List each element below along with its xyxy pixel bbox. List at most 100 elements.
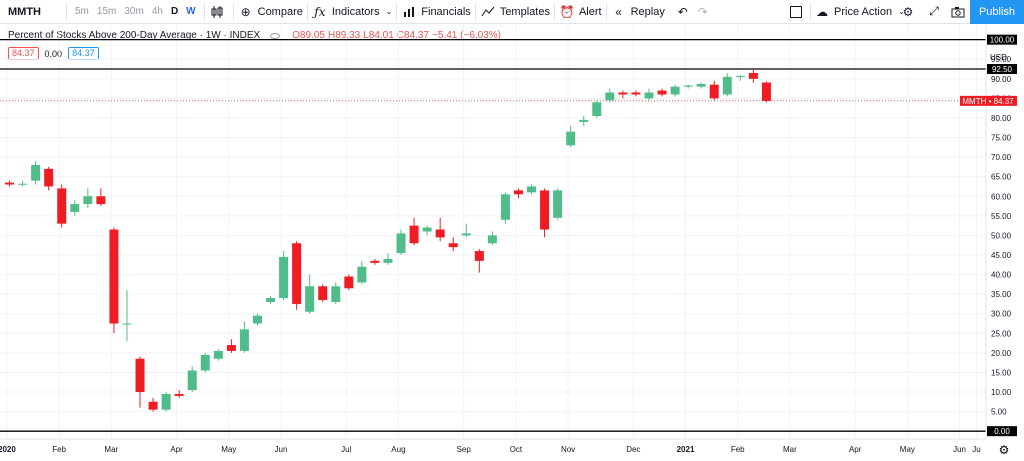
alarm-clock-icon: ⏰ (559, 4, 575, 19)
candle-body (70, 204, 80, 212)
candle-body (448, 243, 458, 248)
expand-button[interactable]: ⤢ (926, 0, 946, 24)
x-tick-label: Nov (561, 445, 575, 454)
settings-button[interactable]: ⚙ (900, 0, 920, 24)
level-price-tag (987, 426, 1017, 437)
replay-button[interactable]: « Replay (611, 0, 665, 24)
gear-icon[interactable]: ⚙ (999, 443, 1010, 457)
snapshot-button[interactable] (950, 0, 970, 24)
candle-body (409, 225, 419, 244)
candle-body (252, 315, 262, 324)
indicators-button[interactable]: ƒx Indicators ⌄ (312, 0, 392, 24)
interval-5m[interactable]: 5m (75, 6, 89, 17)
level-price-label: 92.50 (992, 65, 1013, 74)
y-tick-label: 60.00 (991, 192, 1012, 201)
candle-body (748, 72, 758, 79)
symbol-search[interactable]: MMTH (8, 5, 41, 18)
candle-body (513, 190, 523, 195)
candle-body (435, 229, 445, 238)
candle-body (109, 229, 119, 324)
grid-lines (0, 24, 986, 439)
candle-body (383, 258, 393, 263)
candle-body (18, 183, 28, 185)
x-tick-label: Ju (972, 445, 980, 454)
candle-body (96, 196, 106, 205)
divider (66, 3, 67, 20)
indicators-label: Indicators (331, 5, 380, 18)
candle-body (135, 358, 145, 393)
compare-button[interactable]: ⊕ Compare (238, 0, 303, 24)
y-tick-label: 35.00 (991, 290, 1012, 299)
divider (810, 4, 811, 20)
candle-body (709, 84, 719, 99)
x-tick-label: Oct (510, 445, 523, 454)
candle-body (174, 393, 184, 396)
plus-circle-icon: ⊕ (240, 4, 251, 19)
level-price-tag (987, 64, 1017, 75)
candle-body (487, 235, 497, 244)
candle-body (631, 92, 641, 95)
redo-button[interactable]: ↷ (695, 0, 715, 24)
divider (605, 3, 607, 20)
fullscreen-toggle-button[interactable] (790, 0, 802, 24)
divider (474, 3, 476, 20)
candle-body (83, 196, 93, 205)
interval-30m[interactable]: 30m (124, 6, 144, 17)
candle-body (331, 286, 341, 302)
candle-body (5, 182, 15, 185)
price-axis[interactable]: 0.00 5.00 10.00 15.00 20.00 25.00 30.00 35.00 40… (991, 36, 1016, 437)
interval-4h[interactable]: 4h (151, 6, 163, 17)
templates-button[interactable]: Templates (480, 0, 550, 24)
undo-button[interactable]: ↶ (675, 0, 695, 24)
candle-body (657, 90, 667, 95)
bar-style-button[interactable] (209, 0, 229, 24)
ohlc-change: −5.41 (−6.03%) (432, 30, 501, 41)
x-tick-label: Apr (849, 445, 862, 454)
candle-body (292, 243, 302, 304)
y-tick-label: 55.00 (991, 212, 1012, 221)
candle-body (500, 194, 510, 220)
ohlc-open: O89.05 (292, 30, 325, 41)
series-title: Percent of Stocks Above 200-Day Average … (8, 30, 261, 41)
financials-button[interactable]: Financials (401, 0, 471, 24)
candle-body (266, 298, 276, 302)
x-tick-label: Mar (783, 445, 797, 454)
candle-body (683, 85, 693, 87)
bar-chart-icon (401, 4, 417, 20)
x-tick-label: Mar (104, 445, 118, 454)
last-price-tag (960, 95, 1017, 106)
candle-body (187, 370, 197, 391)
candle-body (161, 393, 171, 410)
alert-button[interactable]: ⏰ Alert (559, 0, 601, 24)
y-tick-label: 45.00 (991, 251, 1012, 260)
financials-label: Financials (421, 5, 471, 18)
function-icon: ƒx (314, 4, 326, 19)
y-tick-label: 70.00 (991, 153, 1012, 162)
y-tick-label: 90.00 (991, 75, 1012, 84)
last-price-label: MMTH • 84.37 (962, 97, 1014, 106)
y-tick-label: 30.00 (991, 310, 1012, 319)
compare-label: Compare (257, 5, 303, 18)
divider (232, 3, 234, 20)
ohlc-low: L84.01 (363, 30, 394, 41)
visibility-eye-icon[interactable] (270, 32, 281, 39)
x-tick-label: Feb (52, 445, 66, 454)
candle-body (540, 190, 550, 230)
time-axis[interactable]: 2020 Feb Mar Apr May Jun Jul Aug Sep Oct Nov Dec 202… (0, 445, 981, 454)
price-action-button[interactable]: ☁ Price Action ⌄ (814, 0, 905, 24)
rewind-icon: « (615, 4, 622, 19)
interval-d[interactable]: D (170, 6, 179, 17)
candle-body (461, 233, 471, 236)
chart-legend: Percent of Stocks Above 200-Day Average … (8, 30, 501, 41)
publish-button[interactable]: Publish (970, 0, 1024, 24)
horizontal-lines (0, 39, 986, 432)
candle-body (553, 190, 563, 218)
undo-icon: ↶ (677, 4, 688, 19)
candle-body (200, 354, 210, 371)
interval-w[interactable]: W (186, 6, 196, 17)
divider (306, 3, 308, 20)
y-tick-label: 75.00 (991, 134, 1012, 143)
y-tick-label: 5.00 (991, 408, 1007, 417)
interval-15m[interactable]: 15m (96, 6, 117, 17)
